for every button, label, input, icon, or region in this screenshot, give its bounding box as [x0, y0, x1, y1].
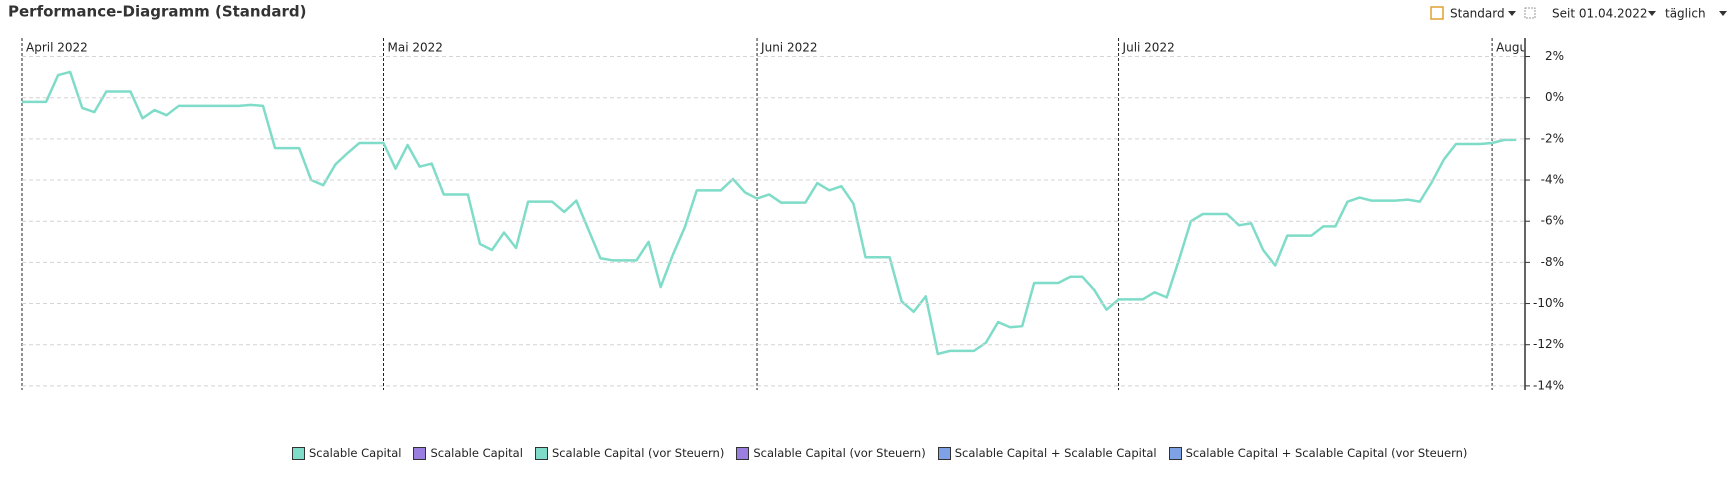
- chart: Performance-Diagramm (Standard) Standard…: [8, 3, 1727, 392]
- x-tick-label: Juni 2022: [760, 41, 817, 55]
- y-tick-label: -2%: [1541, 131, 1564, 145]
- y-tick-label: -8%: [1541, 255, 1564, 269]
- y-tick-label: 2%: [1545, 49, 1564, 63]
- legend: Scalable Capital Scalable Capital Scalable…: [292, 446, 1467, 460]
- y-tick-label: -12%: [1533, 337, 1564, 351]
- legend-swatch: [292, 446, 305, 460]
- x-tick-label: April 2022: [26, 41, 88, 55]
- data-line: [22, 70, 1517, 356]
- chart-title: Performance-Diagramm (Standard): [8, 3, 306, 21]
- x-tick-label: Juli 2022: [1122, 41, 1175, 55]
- legend-swatch: [413, 446, 427, 460]
- dropdown-caret[interactable]: [1648, 11, 1656, 16]
- range-icon[interactable]: [1524, 7, 1536, 19]
- y-tick-label: 0%: [1545, 90, 1564, 104]
- legend-item[interactable]: Scalable Capital (vor Steuern): [534, 446, 725, 460]
- y-tick-label: -14%: [1533, 378, 1564, 392]
- y-tick-label: -4%: [1541, 173, 1564, 187]
- dropdown-caret[interactable]: [1719, 11, 1727, 16]
- toolbar-item[interactable]: Seit 01.04.2022: [1552, 7, 1648, 21]
- dropdown-caret[interactable]: [1508, 11, 1516, 16]
- legend-label: Scalable Capital: [430, 446, 523, 460]
- calendar-icon[interactable]: [1430, 6, 1444, 20]
- x-tick-label: August 2022: [1496, 41, 1572, 55]
- legend-item[interactable]: Scalable Capital: [413, 446, 523, 460]
- y-tick-label: -10%: [1533, 296, 1564, 310]
- toolbar-item[interactable]: Standard: [1450, 7, 1505, 21]
- legend-label: Scalable Capital (vor Steuern): [551, 446, 725, 460]
- legend-swatch: [534, 446, 548, 460]
- x-tick-label: Mai 2022: [388, 41, 443, 55]
- legend-label: Scalable Capital: [309, 446, 402, 460]
- legend-swatch: [937, 446, 951, 460]
- legend-label: Scalable Capital + Scalable Capital (vor…: [1185, 446, 1468, 460]
- plot-area: April 2022 Mai 2022 Juni 2022 Juli 2022 Augu…: [21, 38, 1572, 390]
- legend-label: Scalable Capital + Scalable Capital: [954, 446, 1157, 460]
- legend-item[interactable]: Scalable Capital + Scalable Capital (vor…: [1168, 446, 1468, 460]
- legend-swatch: [736, 446, 750, 460]
- toolbar-item[interactable]: täglich: [1665, 7, 1706, 21]
- legend-item[interactable]: Scalable Capital + Scalable Capital: [937, 446, 1157, 460]
- legend-item[interactable]: Scalable Capital: [292, 446, 401, 460]
- legend-swatch: [1168, 446, 1182, 460]
- legend-item[interactable]: Scalable Capital (vor Steuern): [736, 446, 926, 460]
- y-tick-label: -6%: [1541, 214, 1564, 228]
- legend-label: Scalable Capital (vor Steuern): [753, 446, 926, 460]
